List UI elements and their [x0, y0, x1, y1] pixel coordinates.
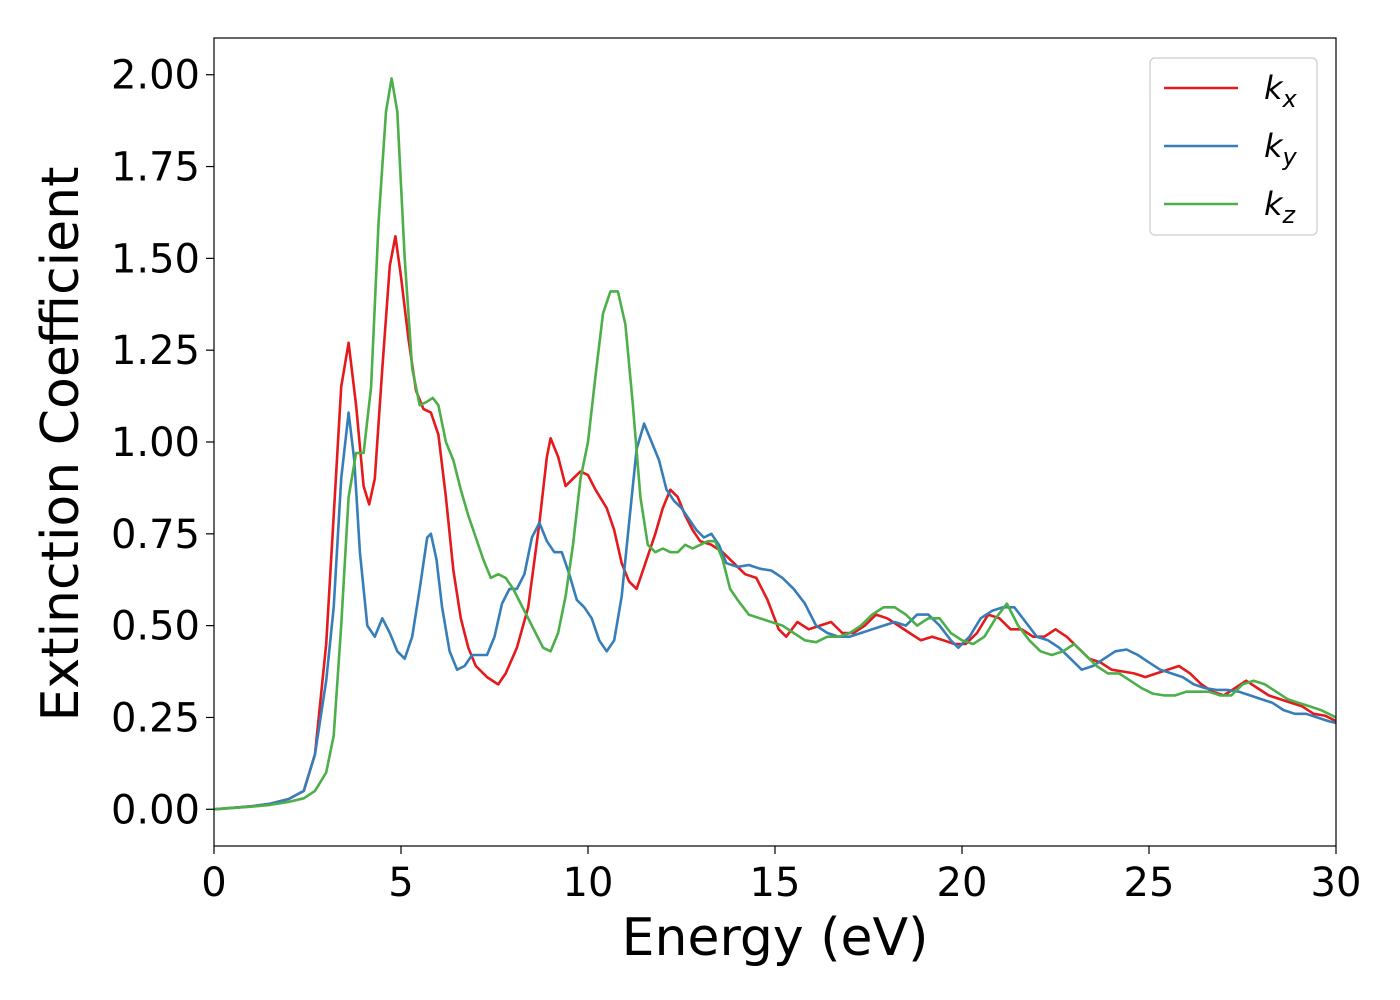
x-tick-label: 20	[937, 860, 988, 906]
x-axis-label: Energy (eV)	[622, 908, 929, 968]
x-tick-label: 25	[1124, 860, 1175, 906]
series-line-ky	[214, 411, 1336, 811]
y-tick-label: 1.00	[111, 420, 200, 466]
series-layer	[214, 77, 1336, 811]
x-tick-label: 30	[1311, 860, 1362, 906]
y-tick-label: 0.25	[111, 695, 200, 741]
y-ticks: 0.00 0.25 0.50 0.75 1.00 1.25 1.50 1.75 2.00	[111, 53, 214, 833]
y-tick-label: 0.75	[111, 512, 200, 558]
y-tick-label: 2.00	[111, 53, 200, 99]
legend-label-kz: kz	[1264, 185, 1297, 229]
x-tick-label: 10	[563, 860, 614, 906]
legend-label-ky: ky	[1264, 127, 1298, 171]
y-tick-label: 1.25	[111, 328, 200, 374]
y-tick-label: 1.75	[111, 145, 200, 191]
legend: kx ky kz	[1149, 57, 1318, 236]
x-tick-label: 15	[750, 860, 801, 906]
series-line-kx	[214, 235, 1336, 811]
y-tick-label: 0.50	[111, 604, 200, 650]
legend-label-kx: kx	[1264, 69, 1298, 113]
series-line-kz	[214, 77, 1336, 811]
x-tick-label: 5	[388, 860, 413, 906]
y-tick-label: 1.50	[111, 236, 200, 282]
x-tick-label: 0	[201, 860, 226, 906]
y-axis-label: Extinction Coefficient	[31, 167, 91, 722]
y-tick-label: 0.00	[111, 787, 200, 833]
x-ticks: 0 5 10 15 20 25 30	[201, 846, 1361, 906]
